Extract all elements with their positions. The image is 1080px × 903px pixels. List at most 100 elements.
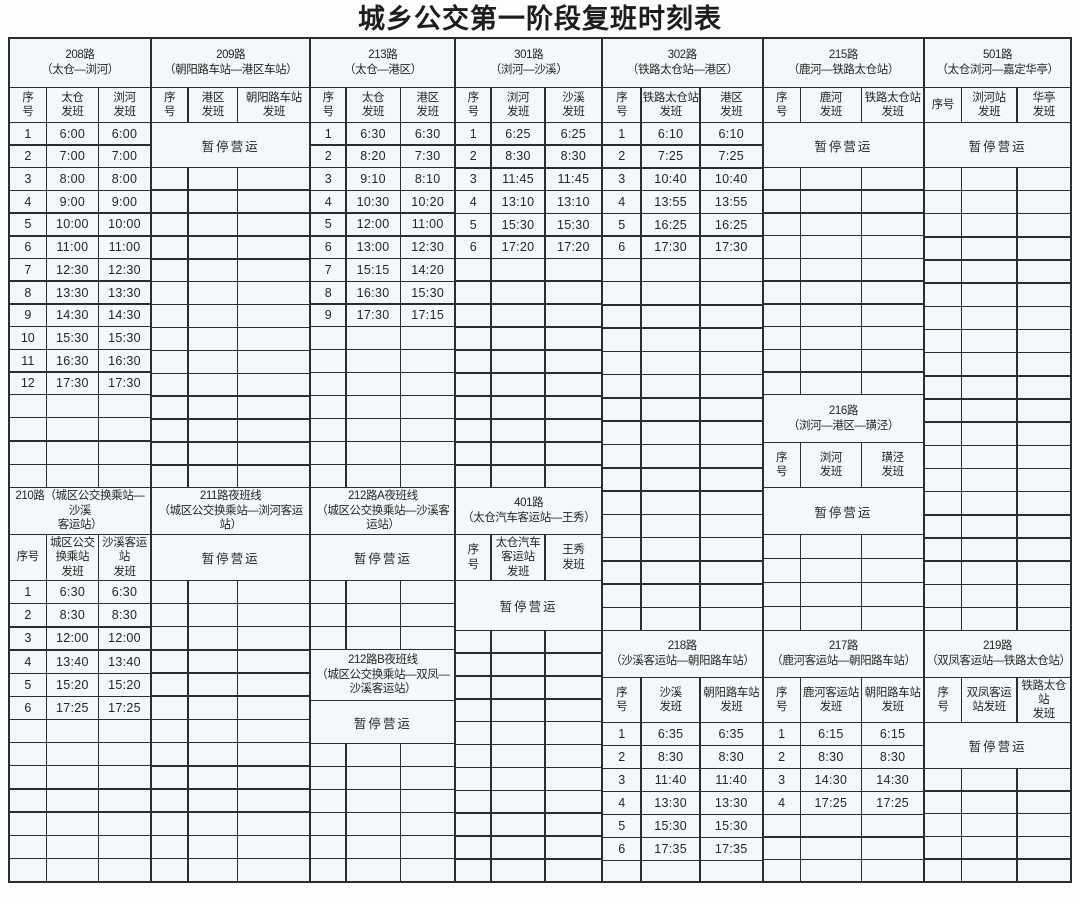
empty-cell [925, 237, 961, 260]
empty-cell [99, 789, 150, 812]
empty-cell [10, 418, 46, 441]
empty-cell [545, 350, 602, 373]
empty-cell [641, 305, 700, 328]
empty-cell [401, 327, 455, 349]
seq-cell: 7 [311, 259, 345, 281]
departure-time-cell: 9:10 [346, 168, 400, 190]
empty-cell [188, 650, 237, 673]
seq-cell: 2 [10, 604, 46, 626]
empty-cell [700, 421, 762, 444]
empty-cell [801, 559, 861, 582]
column-header: 鹿河客运站 发班 [801, 678, 861, 722]
route-217-times: 1 6:15 6:15 2 8:30 8:30 3 14:30 14:30 4 17:25 17:25 [763, 722, 924, 814]
bus-timetable: 208路 （太仓—浏河）序 号太仓 发班 浏河 发班 1 6:00 6:00 2 7:00 7… [8, 37, 1072, 883]
empty-cell [862, 583, 924, 606]
column-header: 铁路太仓站 发班 [862, 88, 924, 122]
empty-cell [456, 813, 491, 836]
empty-cell [401, 859, 455, 881]
empty-cell [238, 305, 310, 327]
empty-cell [700, 468, 762, 491]
empty-cell [545, 676, 602, 699]
column-header: 序 号 [763, 443, 800, 487]
seq-cell: 9 [311, 304, 345, 326]
column-header: 浏河 发班 [491, 88, 545, 122]
seq-cell: 6 [456, 236, 491, 258]
departure-time-cell: 17:25 [801, 792, 861, 814]
seq-cell: 1 [456, 123, 491, 145]
seq-cell: 1 [10, 581, 46, 603]
departure-time-cell: 15:15 [346, 259, 400, 281]
empty-cell [47, 395, 98, 417]
seq-cell: 4 [603, 792, 641, 814]
empty-cell [346, 442, 400, 464]
empty-cell [763, 583, 800, 606]
empty-cell [491, 281, 545, 304]
empty-cell [401, 767, 455, 789]
departure-time-cell: 6:30 [401, 123, 455, 145]
empty-cell [925, 168, 961, 190]
route-211-suspended: 暂停营运 [151, 534, 310, 580]
empty-cell [1017, 538, 1070, 561]
seq-cell: 2 [603, 145, 641, 167]
empty-cell [1017, 814, 1070, 836]
column-header: 浏河站 发班 [962, 88, 1017, 122]
empty-cell [456, 836, 491, 859]
empty-cell [401, 627, 455, 649]
empty-cell [99, 812, 150, 835]
column-header: 铁路太仓站 发班 [641, 88, 700, 122]
departure-time-cell: 13:10 [545, 191, 602, 213]
empty-rows: 序 号浏河 发班 璜泾 发班 [763, 442, 924, 487]
empty-cell [962, 260, 1017, 283]
empty-cell [151, 351, 188, 373]
empty-cell [962, 837, 1017, 859]
empty-cell [238, 396, 310, 419]
departure-time-cell: 6:15 [862, 723, 924, 745]
empty-cell [151, 465, 188, 487]
departure-time-cell: 7:30 [401, 145, 455, 167]
empty-cell [962, 585, 1017, 607]
seq-cell: 3 [10, 627, 46, 650]
departure-time-cell: 11:00 [401, 213, 455, 236]
column-header: 城区公交 换乘站 发班 [47, 535, 98, 580]
departure-time-cell: 7:00 [47, 145, 98, 167]
column-208-210: 208路 （太仓—浏河）序 号太仓 发班 浏河 发班 1 6:00 6:00 2 7:00 7… [10, 39, 150, 881]
empty-cell [925, 446, 961, 468]
departure-time-cell: 8:30 [491, 145, 545, 167]
empty-cell [925, 260, 961, 283]
empty-cell [238, 743, 310, 766]
empty-cell [925, 492, 961, 515]
empty-cell [346, 790, 400, 812]
departure-time-cell: 13:30 [641, 792, 700, 814]
column-header: 沙溪客运 站 发班 [99, 535, 150, 580]
empty-cell [401, 790, 455, 812]
empty-cell [862, 213, 924, 235]
empty-cell [311, 373, 345, 395]
empty-cell [801, 815, 861, 836]
empty-cell [862, 281, 924, 303]
empty-cell [603, 561, 641, 584]
empty-cell [311, 581, 345, 603]
empty-cell [700, 515, 762, 537]
empty-cell [801, 168, 861, 190]
empty-cell [763, 190, 800, 212]
empty-cell [491, 836, 545, 859]
empty-cell [763, 535, 800, 558]
empty-cell [188, 627, 237, 650]
empty-cell [1017, 237, 1070, 260]
empty-cell [188, 190, 237, 213]
route-216-header: 216路 （浏河—港区—璜泾） [763, 394, 924, 442]
empty-rows: 序 号太仓 发班 浏河 发班 [10, 87, 150, 122]
empty-cell [962, 353, 1017, 376]
empty-cell [346, 836, 400, 858]
empty-cell [151, 396, 188, 419]
empty-rows: 序 号太仓汽车 客运站 发班 王秀 发班 [456, 534, 602, 580]
empty-cell [763, 607, 800, 630]
empty-cell [10, 441, 46, 464]
empty-cell [346, 813, 400, 835]
empty-cell [603, 861, 641, 881]
departure-time-cell: 10:00 [47, 213, 98, 236]
empty-cell [641, 561, 700, 584]
empty-cell [491, 259, 545, 281]
empty-cell [962, 791, 1017, 813]
seq-cell: 2 [10, 145, 46, 167]
